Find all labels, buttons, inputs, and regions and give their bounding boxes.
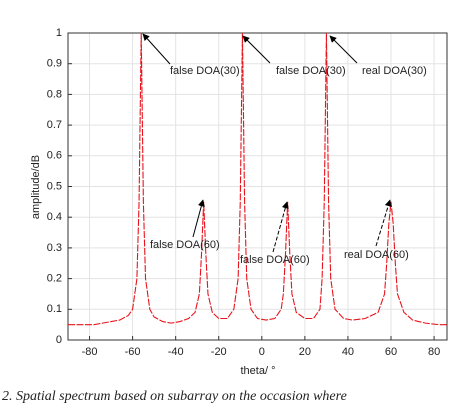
line-series xyxy=(68,32,447,326)
caption: 2. Spatial spectrum based on subarray on… xyxy=(2,389,347,403)
y-tick-label: 0.2 xyxy=(47,273,62,285)
annotation-arrow xyxy=(192,199,205,238)
x-tick-label: 60 xyxy=(385,346,397,358)
y-axis-label: amplitude/dB xyxy=(30,155,42,219)
annotation: false DOA(30) xyxy=(170,65,240,77)
y-tick-label: 1 xyxy=(56,27,62,39)
y-tick-label: 0.8 xyxy=(47,88,62,100)
x-tick-label: 80 xyxy=(428,346,440,358)
y-tick-label: 0 xyxy=(56,334,62,346)
x-tick-label: -60 xyxy=(125,346,141,358)
annotation-arrow xyxy=(375,199,392,247)
annotation: real DOA(60) xyxy=(344,249,409,261)
annotation: real DOA(30) xyxy=(362,65,427,77)
annotation: false DOA(30) xyxy=(276,65,346,77)
x-tick-label: 0 xyxy=(259,346,265,358)
x-axis-label: theta/ ° xyxy=(241,365,276,377)
x-tick-label: -40 xyxy=(168,346,184,358)
annotation: false DOA(60) xyxy=(240,254,310,266)
annotation-arrow xyxy=(272,201,289,253)
y-tick-label: 0.3 xyxy=(47,242,62,254)
x-tick-label: 40 xyxy=(342,346,354,358)
x-tick-label: -20 xyxy=(211,346,227,358)
annotation-arrow xyxy=(242,35,271,64)
x-tick-label: -80 xyxy=(82,346,98,358)
y-tick-label: 0.5 xyxy=(47,180,62,192)
plot-frame xyxy=(67,32,448,341)
x-tick-label: 20 xyxy=(299,346,311,358)
y-tick-label: 0.6 xyxy=(47,150,62,162)
y-tick-label: 0.1 xyxy=(47,303,62,315)
annotation: false DOA(60) xyxy=(150,239,220,251)
annotation-arrow xyxy=(142,33,171,65)
y-tick-label: 0.9 xyxy=(47,58,62,70)
y-tick-label: 0.7 xyxy=(47,119,62,131)
y-tick-label: 0.4 xyxy=(47,211,62,223)
annotation-arrow xyxy=(329,35,358,64)
